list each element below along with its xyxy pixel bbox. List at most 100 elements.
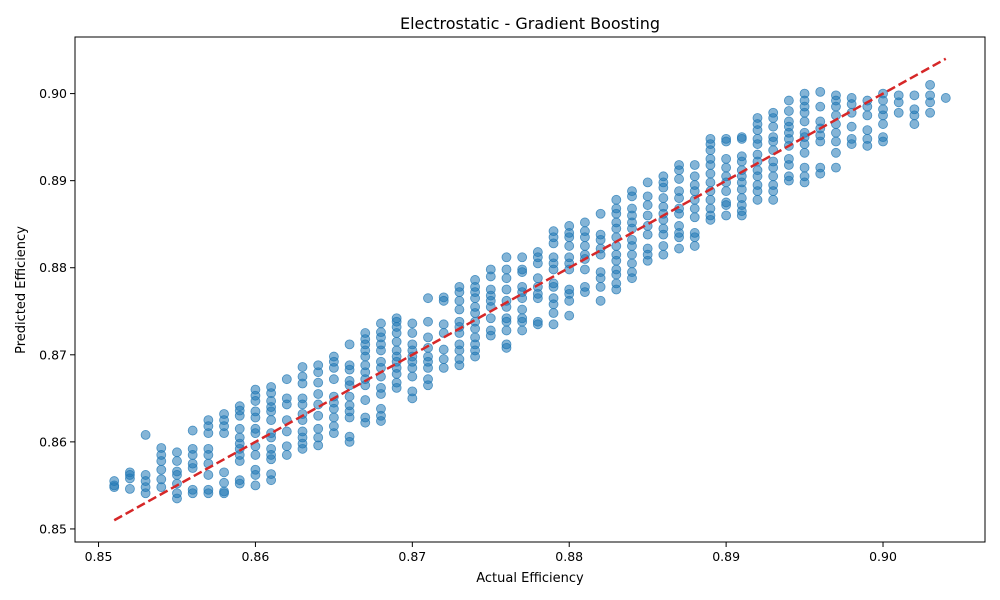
scatter-point [266,475,277,486]
scatter-point [203,488,214,499]
scatter-point [893,97,904,108]
scatter-point [674,193,684,203]
scatter-point [470,323,480,334]
scatter-point [313,377,324,388]
scatter-point [219,477,229,488]
scatter-point [376,345,386,356]
scatter-point [203,470,214,480]
scatter-point [815,86,826,97]
scatter-point [674,243,684,254]
scatter-point [281,399,292,410]
scatter-point [203,428,214,439]
scatter-point [674,232,684,243]
scatter-point [250,412,261,423]
scatter-point [376,416,386,426]
scatter-point [893,107,904,118]
scatter-point [328,412,339,423]
scatter-point [768,186,779,197]
scatter-point [281,426,292,437]
x-tick-label: 0.87 [398,549,426,564]
scatter-point [925,79,935,90]
scatter-point [799,116,810,127]
scatter-point [799,147,810,158]
scatter-point [501,325,512,336]
scatter-point [831,162,841,173]
scatter-point [925,107,935,118]
scatter-point [674,165,684,176]
scatter-point [517,267,528,277]
scatter-point [297,362,308,372]
scatter-point [642,177,653,188]
scatter-point [721,136,732,147]
scatter-point [517,252,528,263]
scatter-point [250,480,261,491]
scatter-point [297,443,308,454]
scatter-point [328,428,339,439]
scatter-point [658,229,669,240]
scatter-point [313,389,324,399]
scatter-point [438,295,449,306]
scatter-point [501,264,512,275]
scatter-point [454,345,465,356]
scatter-point [580,241,590,251]
scatter-point [234,410,245,421]
scatter-point [391,369,402,379]
scatter-point [736,184,747,195]
scatter-point [705,177,716,188]
scatter-point [689,171,700,182]
scatter-point [831,147,841,158]
x-axis-label: Actual Efficiency [476,571,584,586]
scatter-point [485,330,496,341]
scatter-point [391,336,402,347]
scatter-point [595,281,606,292]
scatter-point [313,423,324,434]
scatter-point [360,417,371,428]
scatter-point [470,351,480,362]
scatter-point [187,425,198,436]
scatter-point [909,119,920,129]
scatter-point [862,125,873,136]
scatter-point [125,483,135,494]
scatter-point [627,273,637,284]
scatter-point [595,208,606,219]
scatter-point [454,360,465,371]
scatter-point [423,293,433,304]
scatter-point [768,121,779,132]
scatter-point [721,210,732,221]
scatter-point [532,258,543,269]
scatter-point [689,212,700,223]
scatter-point [768,136,779,147]
scatter-point [156,456,167,466]
scatter-point [172,447,182,458]
scatter-point [423,380,433,391]
scatter-point [721,186,732,197]
scatter-point [407,328,418,338]
scatter-point [250,396,261,406]
scatter-point [878,110,888,121]
scatter-point [752,186,763,197]
scatter-point [564,295,575,306]
scatter-point [532,319,543,330]
scatter-point [768,194,779,205]
scatter-point [580,217,590,228]
scatter-point [156,464,167,475]
scatter-point [187,488,198,499]
scatter-point [407,318,418,329]
scatter-point [705,145,716,156]
scatter-point [940,93,951,103]
scatter-point [250,450,261,460]
scatter-point [391,382,402,393]
y-tick-label: 0.90 [39,86,67,101]
scatter-point [689,160,700,170]
scatter-point [799,139,810,149]
scatter-point [642,200,653,210]
x-tick-label: 0.85 [85,549,113,564]
scatter-point [799,162,810,173]
scatter-point [532,273,543,284]
scatter-point [689,186,700,197]
scatter-point [203,450,214,460]
scatter-point [391,328,402,338]
scatter-point [642,229,653,240]
scatter-point [344,339,355,350]
